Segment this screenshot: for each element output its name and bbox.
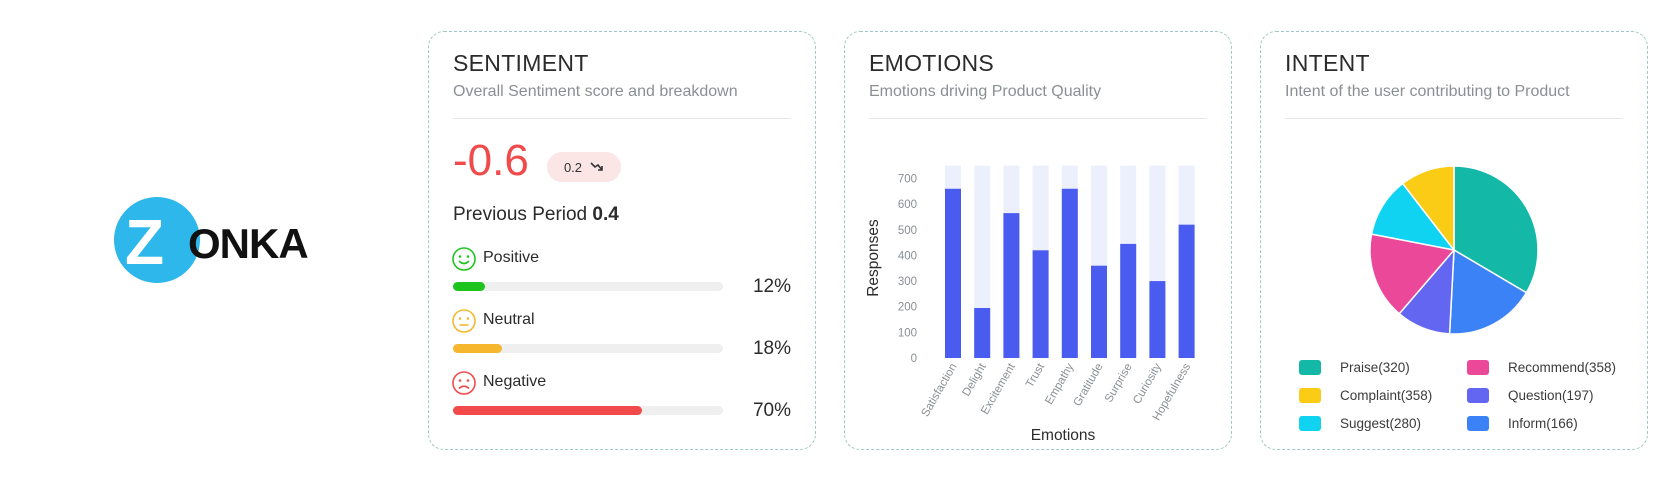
- previous-period: Previous Period 0.4: [453, 204, 619, 226]
- legend-swatch: [1299, 388, 1321, 403]
- divider: [453, 118, 791, 119]
- logo-wordmark: ONKA: [188, 220, 308, 267]
- trend-down-icon: [590, 162, 603, 171]
- neutral-percent: 18%: [752, 338, 791, 359]
- intent-title: INTENT: [1285, 50, 1370, 76]
- bar-empathy: [1061, 188, 1078, 358]
- legend-item: Inform(166): [1467, 416, 1578, 431]
- y-tick-label: 0: [911, 353, 917, 365]
- bar-trust: [1032, 250, 1049, 358]
- y-tick-label: 300: [898, 276, 917, 288]
- legend-label: Question(197): [1508, 388, 1594, 403]
- legend-swatch: [1467, 416, 1489, 431]
- x-tick-label: Gratitude: [1072, 362, 1106, 409]
- x-tick-label: Empathy: [1043, 361, 1076, 407]
- logo-initial: Z: [125, 206, 164, 278]
- zonka-logo: Z ONKA: [114, 197, 309, 283]
- logo-circle: [114, 197, 200, 283]
- positive-bar: [453, 282, 723, 291]
- emotions-bar-chart: 0 100 200 300 400 500 600 700 Satisfaction Deligh…: [865, 165, 1195, 444]
- emotions-subtitle: Emotions driving Product Quality: [869, 83, 1102, 100]
- pie-slice-complaint: [1401, 165, 1455, 253]
- legend-swatch: [1467, 388, 1489, 403]
- sentiment-subtitle: Overall Sentiment score and breakdown: [453, 83, 738, 100]
- legend-label: Suggest(280): [1340, 416, 1422, 431]
- negative-bar: [453, 406, 723, 415]
- x-tick-label: Satisfaction: [919, 362, 959, 419]
- divider: [869, 118, 1207, 119]
- y-tick-label: 700: [898, 174, 917, 186]
- positive-percent: 12%: [752, 276, 791, 297]
- intent-card: INTENT Intent of the user contributing t…: [1260, 31, 1648, 450]
- x-axis-label: Emotions: [1031, 427, 1096, 444]
- x-tick-label: Curiosity: [1131, 361, 1164, 406]
- legend-swatch: [1467, 360, 1489, 375]
- pie-slice-praise: [1453, 165, 1539, 294]
- legend-label: Complaint(358): [1340, 388, 1433, 403]
- y-axis-label: Responses: [865, 219, 882, 297]
- emotions-title: EMOTIONS: [869, 50, 995, 76]
- neutral-label: Neutral: [483, 311, 535, 328]
- bar-excitement: [1003, 213, 1020, 358]
- legend-item: Suggest(280): [1299, 416, 1421, 431]
- sentiment-title: SENTIMENT: [453, 50, 589, 76]
- bar-satisfaction: [945, 188, 961, 358]
- emotions-card: EMOTIONS Emotions driving Product Qualit…: [844, 31, 1232, 450]
- neutral-face-icon: [452, 309, 476, 333]
- x-tick-label: Delight: [960, 361, 989, 399]
- neutral-bar-fill: [453, 344, 502, 353]
- frown-icon: [452, 371, 476, 395]
- legend-swatch: [1299, 360, 1321, 375]
- y-tick-label: 200: [898, 302, 917, 314]
- legend-item: Praise(320): [1299, 360, 1410, 375]
- legend-label: Recommend(358): [1508, 360, 1617, 375]
- smile-icon: [452, 247, 476, 271]
- y-tick-label: 600: [898, 199, 917, 211]
- positive-bar-fill: [453, 282, 486, 291]
- sentiment-score: -0.6: [453, 136, 529, 185]
- negative-label: Negative: [483, 373, 547, 390]
- y-tick-label: 500: [898, 225, 917, 237]
- previous-period-label: Previous Period: [453, 204, 588, 225]
- negative-percent: 70%: [752, 400, 791, 421]
- previous-period-value: 0.4: [592, 204, 619, 225]
- delta-value: 0.2: [563, 159, 583, 175]
- positive-label: Positive: [483, 249, 540, 266]
- x-tick-label: Trust: [1024, 361, 1048, 390]
- bar-hopefulness: [1178, 224, 1195, 358]
- x-tick-label: Surprise: [1103, 362, 1135, 405]
- legend-swatch: [1299, 416, 1321, 431]
- legend-item: Recommend(358): [1467, 360, 1616, 375]
- pie-slice-recommend: [1369, 233, 1456, 315]
- bar-gratitude: [1091, 265, 1107, 358]
- delta-badge: 0.2: [547, 152, 621, 182]
- bar-delight: [974, 308, 991, 358]
- pie-slice-inform: [1448, 248, 1528, 335]
- bar-surprise: [1120, 243, 1137, 358]
- legend-item: Question(197): [1467, 388, 1594, 403]
- sentiment-card: SENTIMENT Overall Sentiment score and br…: [428, 31, 816, 450]
- neutral-bar: [453, 344, 723, 353]
- divider: [1285, 118, 1623, 119]
- y-tick-label: 100: [898, 327, 917, 339]
- intent-subtitle: Intent of the user contributing to Produ…: [1285, 83, 1570, 100]
- y-tick-label: 400: [898, 250, 917, 262]
- bar-curiosity: [1149, 281, 1166, 358]
- intent-pie-chart: [1369, 165, 1539, 335]
- legend-label: Inform(166): [1508, 416, 1578, 431]
- legend-label: Praise(320): [1340, 360, 1410, 375]
- legend-item: Complaint(358): [1299, 388, 1432, 403]
- negative-bar-fill: [453, 406, 642, 415]
